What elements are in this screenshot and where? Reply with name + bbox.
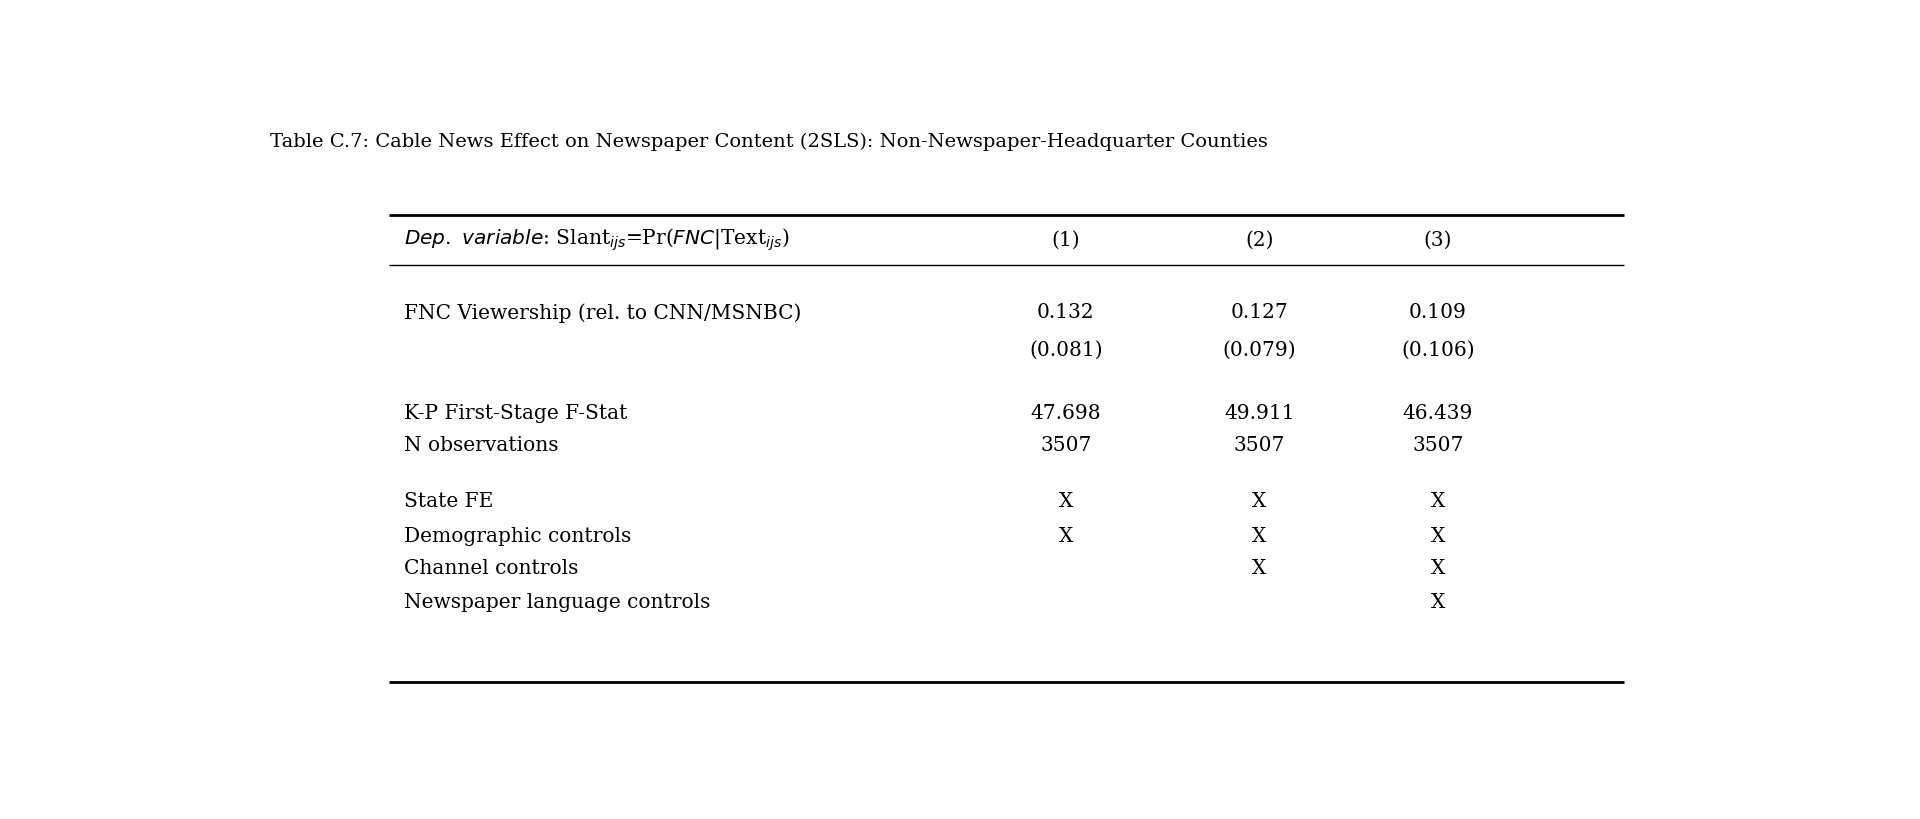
- Text: (3): (3): [1423, 231, 1452, 250]
- Text: 0.132: 0.132: [1037, 303, 1094, 322]
- Text: 47.698: 47.698: [1031, 404, 1102, 423]
- Text: 3507: 3507: [1411, 436, 1463, 455]
- Text: (0.081): (0.081): [1029, 341, 1102, 360]
- Text: (0.079): (0.079): [1223, 341, 1296, 360]
- Text: (2): (2): [1244, 231, 1273, 250]
- Text: X: X: [1252, 527, 1267, 546]
- Text: X: X: [1430, 527, 1446, 546]
- Text: X: X: [1058, 492, 1073, 511]
- Text: X: X: [1252, 559, 1267, 577]
- Text: FNC Viewership (rel. to CNN/MSNBC): FNC Viewership (rel. to CNN/MSNBC): [403, 303, 801, 323]
- Text: $\it{Dep.\ variable}$: Slant$_{ijs}$=Pr($\it{FNC}$|Text$_{ijs}$): $\it{Dep.\ variable}$: Slant$_{ijs}$=Pr(…: [403, 227, 789, 253]
- Text: K-P First-Stage F-Stat: K-P First-Stage F-Stat: [403, 404, 628, 423]
- Text: 3507: 3507: [1041, 436, 1092, 455]
- Text: (1): (1): [1052, 231, 1081, 250]
- Text: X: X: [1430, 559, 1446, 577]
- Text: 0.109: 0.109: [1409, 303, 1467, 322]
- Text: 46.439: 46.439: [1404, 404, 1473, 423]
- Text: Newspaper language controls: Newspaper language controls: [403, 593, 710, 613]
- Text: Table C.7: Cable News Effect on Newspaper Content (2SLS): Non-Newspaper-Headquar: Table C.7: Cable News Effect on Newspape…: [269, 133, 1267, 152]
- Text: (0.106): (0.106): [1402, 341, 1475, 360]
- Text: Demographic controls: Demographic controls: [403, 527, 632, 546]
- Text: X: X: [1252, 492, 1267, 511]
- Text: Channel controls: Channel controls: [403, 559, 578, 577]
- Text: X: X: [1058, 527, 1073, 546]
- Text: N observations: N observations: [403, 436, 559, 455]
- Text: 3507: 3507: [1233, 436, 1284, 455]
- Text: X: X: [1430, 492, 1446, 511]
- Text: 49.911: 49.911: [1223, 404, 1294, 423]
- Text: State FE: State FE: [403, 492, 493, 511]
- Text: 0.127: 0.127: [1231, 303, 1288, 322]
- Text: X: X: [1430, 593, 1446, 613]
